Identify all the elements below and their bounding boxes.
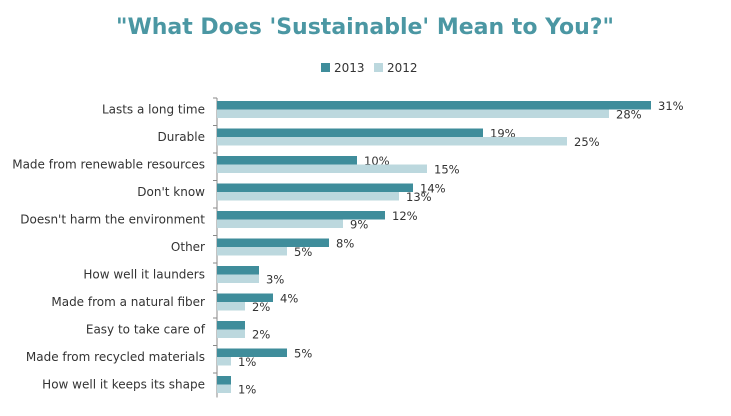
data-label-2012: 1% bbox=[238, 383, 256, 397]
bar-2012 bbox=[217, 137, 567, 146]
category-label: Don't know bbox=[137, 185, 205, 199]
legend-swatch-2013 bbox=[321, 63, 330, 72]
category-label: Made from a natural fiber bbox=[51, 295, 205, 309]
bar-2013 bbox=[217, 348, 287, 357]
bar-2013 bbox=[217, 293, 273, 302]
data-label-2012: 13% bbox=[406, 190, 432, 204]
legend-swatch-2012 bbox=[374, 63, 383, 72]
data-label-2012: 2% bbox=[252, 300, 270, 314]
bar-2013 bbox=[217, 156, 357, 165]
category-label: Easy to take care of bbox=[86, 323, 206, 337]
category-label: Lasts a long time bbox=[102, 103, 205, 117]
bar-2012 bbox=[217, 384, 231, 393]
bar-2012 bbox=[217, 274, 259, 283]
chart-title: "What Does 'Sustainable' Mean to You?" bbox=[116, 15, 614, 40]
bar-2012 bbox=[217, 219, 343, 228]
category-label: Made from renewable resources bbox=[12, 158, 205, 172]
bar-2013 bbox=[217, 128, 483, 137]
category-label: Other bbox=[171, 240, 205, 254]
data-label-2012: 2% bbox=[252, 328, 270, 342]
bar-2013 bbox=[217, 101, 651, 110]
data-label-2012: 9% bbox=[350, 218, 368, 232]
data-label-2013: 31% bbox=[658, 99, 684, 113]
data-label-2012: 15% bbox=[434, 163, 460, 177]
data-label-2013: 12% bbox=[392, 209, 418, 223]
data-label-2012: 1% bbox=[238, 355, 256, 369]
bar-2012 bbox=[217, 329, 245, 338]
data-label-2012: 5% bbox=[294, 245, 312, 259]
bar-2013 bbox=[217, 376, 231, 385]
bar-2012 bbox=[217, 109, 609, 118]
data-label-2013: 14% bbox=[420, 182, 446, 196]
data-label-2012: 3% bbox=[266, 273, 284, 287]
category-label: How well it keeps its shape bbox=[42, 378, 205, 392]
data-label-2013: 8% bbox=[336, 237, 354, 251]
category-label: Made from recycled materials bbox=[26, 350, 205, 364]
data-label-2012: 25% bbox=[574, 135, 600, 149]
data-label-2013: 5% bbox=[294, 347, 312, 361]
bar-2013 bbox=[217, 321, 245, 330]
category-label: How well it launders bbox=[83, 268, 205, 282]
bar-2013 bbox=[217, 183, 413, 192]
data-label-2013: 4% bbox=[280, 292, 298, 306]
bar-2012 bbox=[217, 302, 245, 311]
legend-label-2012: 2012 bbox=[387, 61, 418, 75]
bar-2013 bbox=[217, 266, 259, 275]
plot-area: Lasts a long time 31%28%Durable 19%25%Made… bbox=[12, 97, 684, 398]
bar-2012 bbox=[217, 247, 287, 256]
bar-2012 bbox=[217, 357, 231, 366]
legend: 2013 2012 bbox=[321, 61, 418, 75]
bar-2013 bbox=[217, 211, 385, 220]
category-label: Doesn't harm the environment bbox=[20, 213, 205, 227]
bar-2013 bbox=[217, 238, 329, 247]
category-label: Durable bbox=[158, 130, 205, 144]
bar-2012 bbox=[217, 192, 399, 201]
bar-2012 bbox=[217, 164, 427, 173]
data-label-2012: 28% bbox=[616, 108, 642, 122]
legend-label-2013: 2013 bbox=[334, 61, 365, 75]
